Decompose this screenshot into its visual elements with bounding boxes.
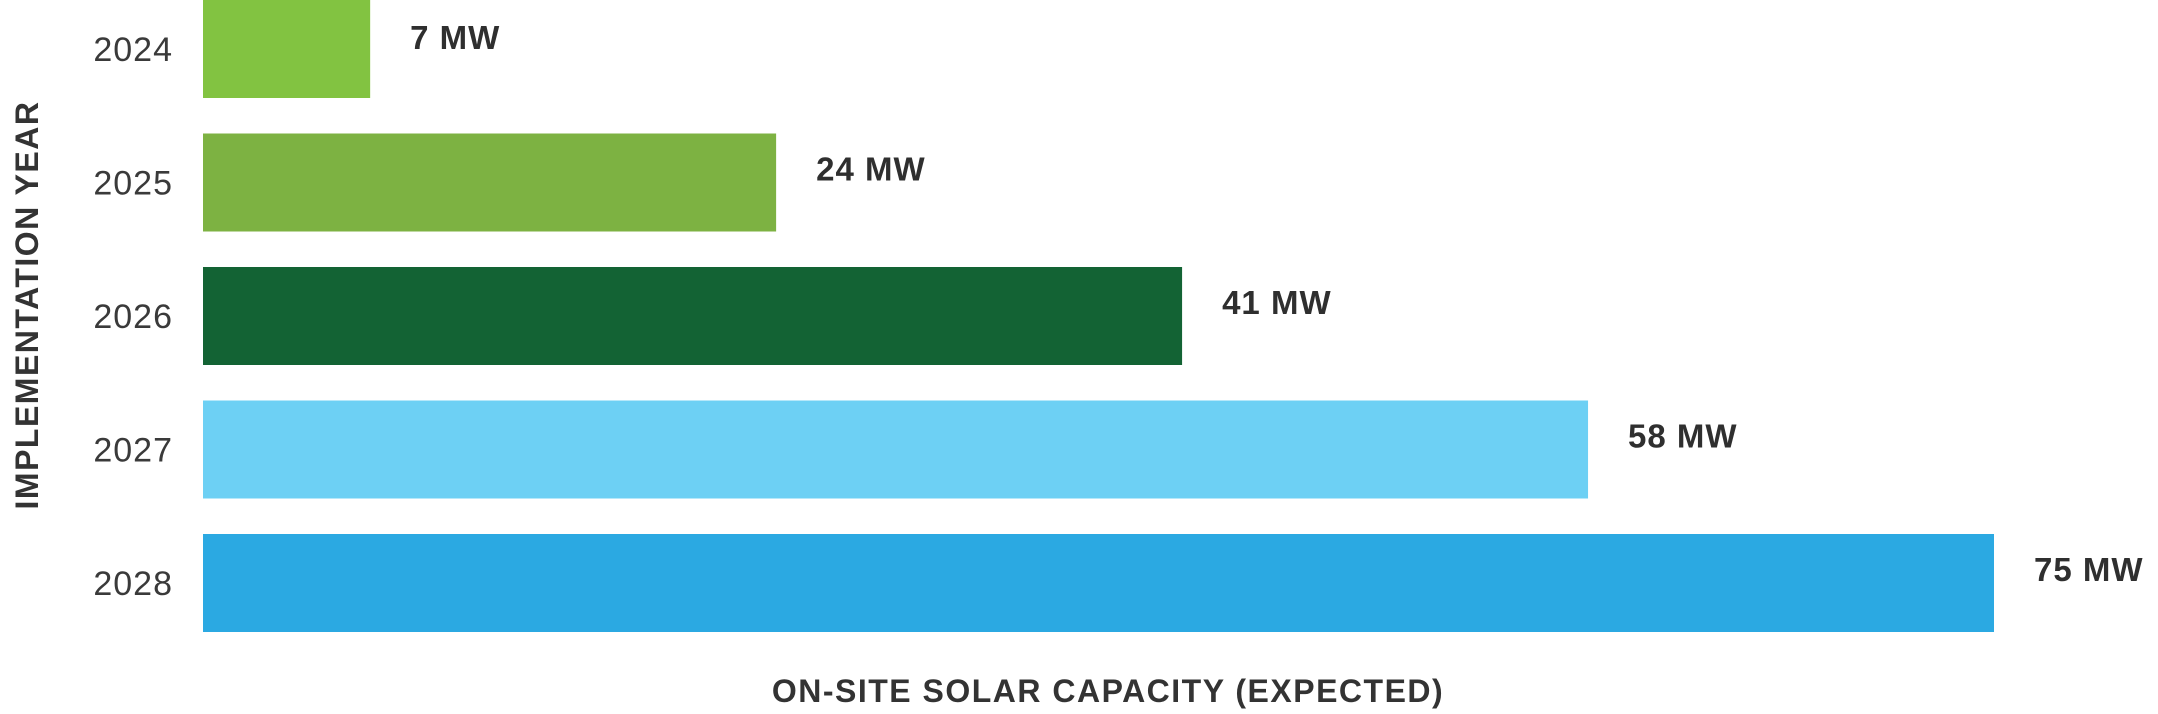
y-tick-2026: 2026 — [93, 298, 173, 336]
bar-2026 — [203, 267, 1183, 365]
y-tick-2027: 2027 — [93, 432, 173, 470]
data-labels: 7 MW 24 MW 41 MW 58 MW 75 MW — [410, 19, 2144, 588]
data-label-2025: 24 MW — [816, 151, 926, 188]
bar-2024 — [203, 0, 371, 98]
bar-2025 — [203, 133, 777, 232]
data-label-2028: 75 MW — [2034, 551, 2144, 588]
y-tick-2028: 2028 — [93, 565, 173, 603]
y-tick-labels: 2024 2025 2026 2027 2028 — [93, 31, 173, 603]
y-tick-2025: 2025 — [93, 165, 173, 203]
x-axis-title: ON-SITE SOLAR CAPACITY (EXPECTED) — [772, 673, 1444, 709]
bar-2028 — [203, 534, 1994, 632]
y-tick-2024: 2024 — [93, 31, 173, 69]
data-label-2024: 7 MW — [410, 19, 500, 56]
bar-2027 — [203, 400, 1589, 499]
data-label-2027: 58 MW — [1628, 418, 1738, 455]
data-label-2026: 41 MW — [1222, 284, 1332, 321]
bars-layer — [203, 0, 1994, 632]
y-axis-title: IMPLEMENTATION YEAR — [9, 101, 45, 510]
